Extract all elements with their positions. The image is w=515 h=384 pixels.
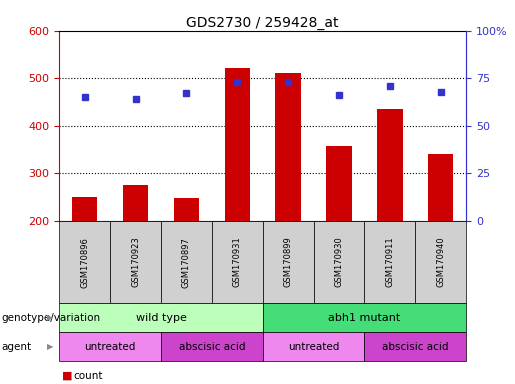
Bar — [428, 154, 453, 221]
Text: GSM170940: GSM170940 — [436, 237, 445, 287]
Text: GSM170930: GSM170930 — [334, 237, 344, 288]
Text: count: count — [74, 371, 103, 381]
Text: untreated: untreated — [288, 341, 339, 352]
Bar — [72, 197, 97, 221]
Text: GSM170923: GSM170923 — [131, 237, 140, 288]
Text: GSM170899: GSM170899 — [284, 237, 293, 288]
Bar — [174, 198, 199, 221]
Title: GDS2730 / 259428_at: GDS2730 / 259428_at — [186, 16, 339, 30]
Text: abh1 mutant: abh1 mutant — [328, 313, 401, 323]
Text: wild type: wild type — [135, 313, 186, 323]
Text: abscisic acid: abscisic acid — [179, 341, 245, 352]
Text: GSM170896: GSM170896 — [80, 237, 89, 288]
Text: ■: ■ — [62, 371, 72, 381]
Text: abscisic acid: abscisic acid — [382, 341, 449, 352]
Bar — [225, 68, 250, 221]
Text: GSM170897: GSM170897 — [182, 237, 191, 288]
Text: untreated: untreated — [84, 341, 136, 352]
Text: GSM170911: GSM170911 — [385, 237, 394, 287]
Text: genotype/variation: genotype/variation — [1, 313, 100, 323]
Bar — [377, 109, 403, 221]
Bar — [123, 185, 148, 221]
Text: ▶: ▶ — [47, 342, 53, 351]
Text: GSM170931: GSM170931 — [233, 237, 242, 288]
Text: ▶: ▶ — [47, 313, 53, 322]
Bar — [326, 146, 352, 221]
Text: agent: agent — [1, 341, 31, 352]
Bar — [276, 73, 301, 221]
